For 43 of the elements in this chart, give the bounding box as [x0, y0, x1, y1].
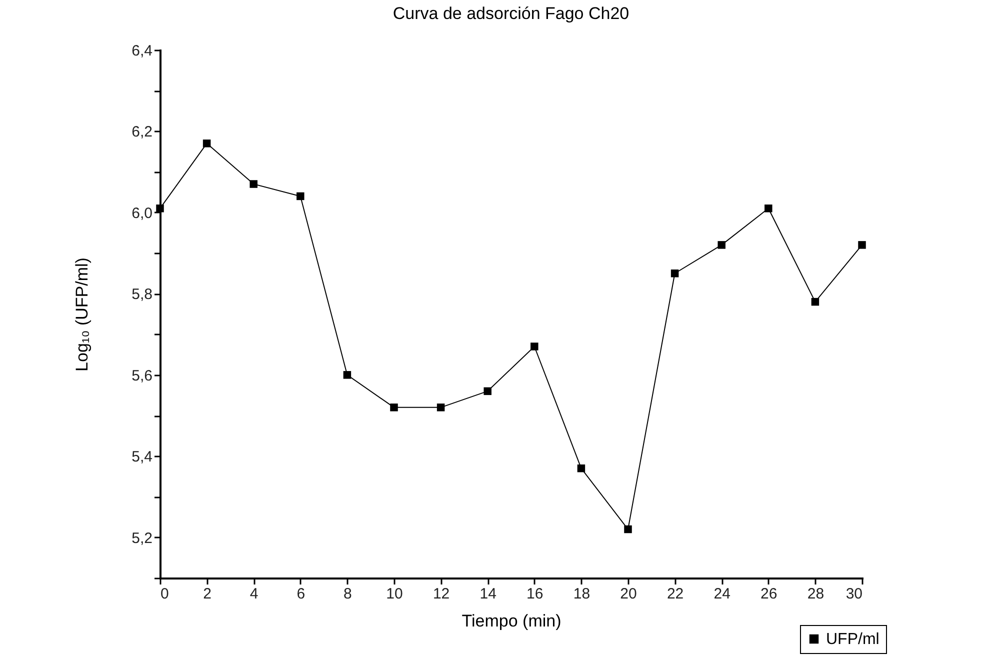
x-tick-label: 18 — [573, 586, 590, 602]
point — [484, 387, 492, 396]
y-tick-label: 6,4 — [132, 42, 152, 60]
x-tick-label: 30 — [846, 586, 862, 602]
legend-label: UFP/ml — [826, 631, 880, 648]
point — [296, 192, 304, 200]
point — [718, 241, 726, 249]
x-tick-label: 24 — [714, 586, 730, 602]
x-tick-label: 22 — [666, 586, 684, 602]
x-tick-label: 4 — [250, 586, 258, 602]
point — [764, 204, 772, 212]
y-tick-label: 6,2 — [132, 124, 152, 141]
chart-title: Curva de adsorción Fago Ch20 — [392, 4, 630, 23]
point — [156, 204, 164, 212]
x-tick-label: 20 — [620, 586, 637, 602]
point — [343, 371, 352, 379]
x-tick-label: 6 — [296, 586, 306, 602]
y-tick-label: 5,2 — [132, 530, 152, 547]
x-tick-label: 26 — [760, 586, 778, 602]
y-axis-title: Log₁₀ (UFP/ml) — [72, 258, 92, 372]
y-tick-label: 5,8 — [132, 286, 152, 304]
y-tick-label: 6,0 — [132, 204, 152, 222]
point — [670, 270, 679, 278]
y-tick-label: 5,6 — [132, 367, 152, 384]
point — [250, 180, 258, 188]
x-axis-title: Tiempo (min) — [462, 612, 562, 630]
point — [624, 525, 632, 534]
x-tick-label: 0 — [160, 586, 169, 602]
point — [530, 342, 538, 350]
y-tick-label: 5,4 — [132, 448, 152, 466]
x-tick-label: 16 — [526, 586, 544, 602]
x-tick-label: 28 — [807, 586, 824, 602]
x-tick-label: 14 — [480, 586, 496, 602]
point — [858, 241, 866, 249]
x-tick-label: 2 — [203, 586, 212, 602]
x-tick-label: 12 — [432, 586, 450, 602]
point — [202, 140, 211, 148]
point — [390, 404, 398, 412]
x-tick-label: 8 — [344, 586, 352, 602]
point — [811, 298, 820, 306]
point — [577, 464, 586, 472]
point — [436, 404, 445, 412]
x-tick-label: 10 — [386, 586, 403, 602]
